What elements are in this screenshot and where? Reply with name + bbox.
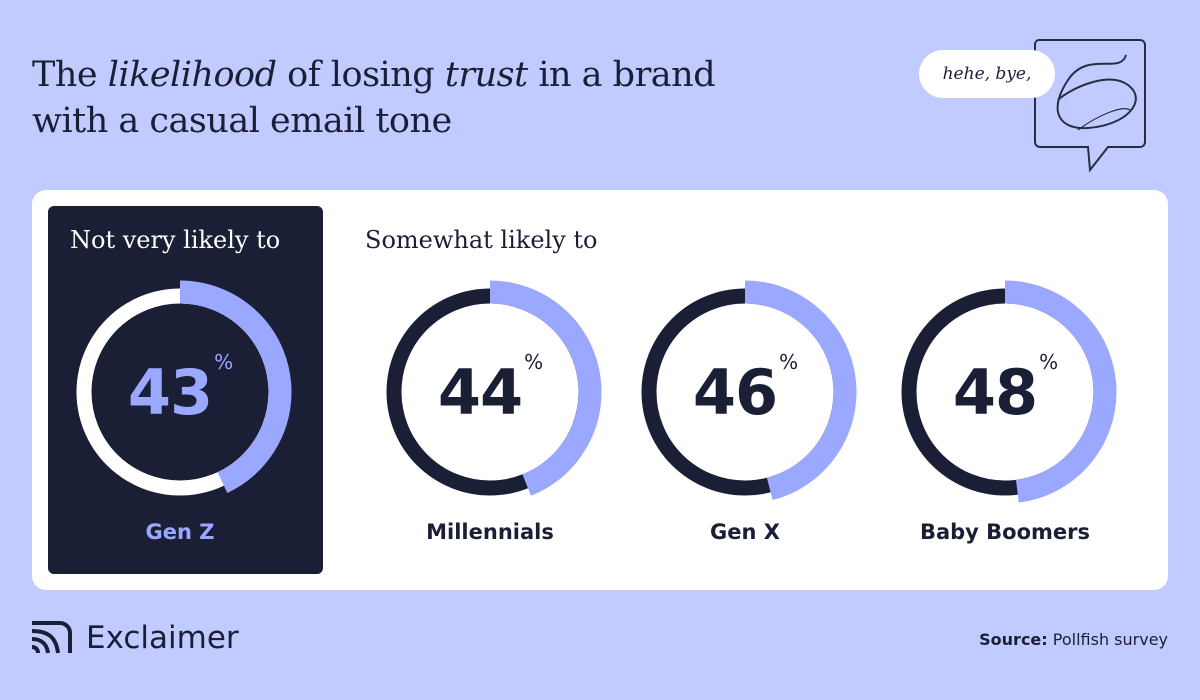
category-label: Millennials <box>426 520 554 544</box>
title-text: The <box>32 55 108 95</box>
donut-value: 44% <box>370 272 610 512</box>
percent-sign: % <box>779 350 798 374</box>
title-line2: with a casual email tone <box>32 101 452 141</box>
source-note: Source: Pollfish survey <box>979 630 1168 649</box>
exclaimer-logo-icon <box>31 621 72 654</box>
donut-gen-x: 46% <box>625 272 865 512</box>
donut-value-arc <box>633 280 857 504</box>
results-card: Not very likely to Somewhat likely to 43… <box>32 190 1168 590</box>
value-number: 46 <box>692 355 778 429</box>
donut-value-arc <box>893 280 1117 504</box>
donut-millennials: 44% <box>370 272 610 512</box>
value-number: 43 <box>127 355 213 429</box>
title-italic: trust <box>444 55 528 95</box>
value-number: 44 <box>437 355 523 429</box>
title-text: of losing <box>276 55 445 95</box>
exclaimer-logo: Exclaimer <box>30 620 239 656</box>
title-text: in a brand <box>527 55 716 95</box>
donut-value: 48% <box>885 272 1125 512</box>
speech-bubble: hehe, bye, <box>919 50 1055 98</box>
title-italic: likelihood <box>107 55 277 95</box>
category-label: Baby Boomers <box>919 520 1091 544</box>
percent-sign: % <box>214 350 233 374</box>
donut-baby-boomers: 48% <box>885 272 1125 512</box>
donut-value: 43% <box>60 272 300 512</box>
group-label: Not very likely to <box>70 226 281 254</box>
percent-sign: % <box>524 350 543 374</box>
donut-value-arc <box>378 280 602 504</box>
source-value: Pollfish survey <box>1052 630 1168 649</box>
donut-value-arc <box>68 280 292 504</box>
speech-scribble-icon <box>1034 39 1146 173</box>
value-number: 48 <box>952 355 1038 429</box>
brand-name: Exclaimer <box>86 620 239 656</box>
page-title: The likelihood of losing trust in a bran… <box>32 52 716 144</box>
category-label: Gen X <box>710 520 780 544</box>
donut-value: 46% <box>625 272 865 512</box>
category-label: Gen Z <box>145 520 215 544</box>
group-label: Somewhat likely to <box>365 226 598 254</box>
donut-gen-z: 43% <box>60 272 300 512</box>
percent-sign: % <box>1039 350 1058 374</box>
source-label: Source: <box>979 630 1048 649</box>
